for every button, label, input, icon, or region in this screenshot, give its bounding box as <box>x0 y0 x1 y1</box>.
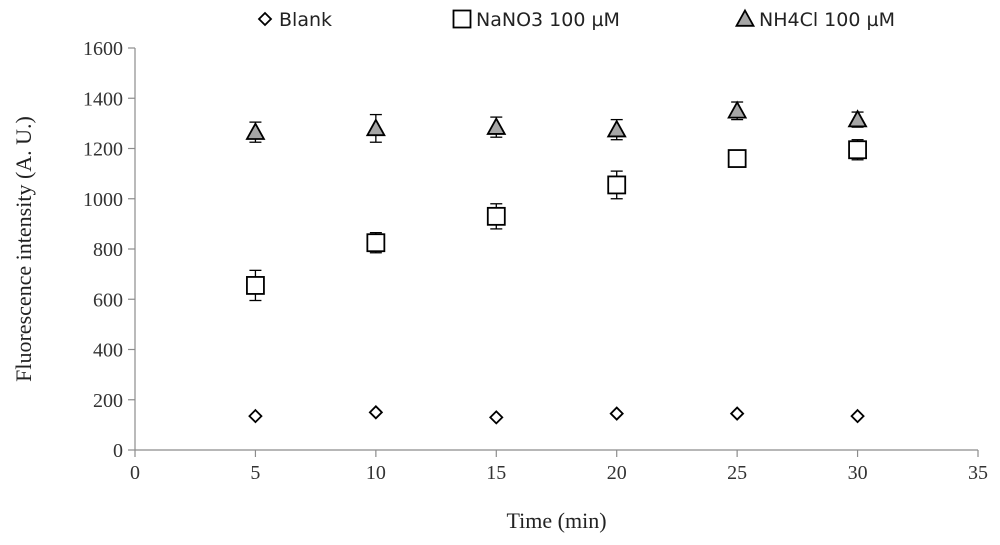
series-1 <box>248 405 865 425</box>
x-tick-label: 20 <box>607 462 627 484</box>
x-tick-label: 35 <box>968 462 988 484</box>
x-tick-label: 0 <box>130 462 140 484</box>
y-tick-label: 600 <box>93 289 123 311</box>
legend-item: NH4Cl 100 µM <box>734 8 895 31</box>
y-tick-label: 1200 <box>83 139 123 161</box>
legend-marker <box>257 11 273 27</box>
data-point <box>248 408 263 424</box>
x-tick-label: 25 <box>727 462 747 484</box>
data-point <box>486 116 507 135</box>
y-ticks: 0 200 400 600 800 1000 1200 1400 1600 <box>83 38 135 462</box>
data-point <box>489 410 504 425</box>
data-point <box>245 121 266 140</box>
data-point <box>847 109 868 128</box>
legend-item: Blank <box>257 9 332 31</box>
x-tick-label: 15 <box>486 462 506 484</box>
data-point <box>606 119 627 138</box>
x-tick-label: 10 <box>366 462 386 484</box>
y-axis-title: Fluorescence intensity (A. U.) <box>11 116 36 382</box>
y-tick-label: 1400 <box>83 88 123 110</box>
y-tick-label: 1000 <box>83 189 123 211</box>
series-3 <box>245 100 868 143</box>
y-tick-label: 400 <box>93 340 123 362</box>
data-point <box>729 406 745 421</box>
x-ticks: 0 5 10 15 20 25 30 35 <box>130 450 988 484</box>
legend-item: NaNO3 100 µM <box>452 9 620 31</box>
plot-area <box>245 100 868 425</box>
data-point <box>727 149 747 168</box>
legend-marker <box>452 9 472 29</box>
x-axis-title: Time (min) <box>506 508 606 533</box>
data-point <box>727 100 748 119</box>
data-point <box>850 408 865 424</box>
y-tick-label: 0 <box>113 440 123 462</box>
data-point <box>366 233 386 253</box>
x-tick-label: 30 <box>848 462 868 484</box>
legend-label: NH4Cl 100 µM <box>759 9 895 31</box>
data-point <box>607 175 627 195</box>
data-point <box>246 276 265 295</box>
y-tick-label: 800 <box>93 239 123 261</box>
data-point <box>609 406 624 421</box>
data-point <box>368 405 384 420</box>
legend: Blank NaNO3 100 µM NH4Cl 100 µM <box>257 8 895 31</box>
y-tick-label: 1600 <box>83 38 123 60</box>
axes: 0 200 400 600 800 1000 1200 1400 1600 0 5 10 15 20 25… <box>83 38 988 484</box>
y-tick-label: 200 <box>93 390 123 412</box>
legend-label: Blank <box>279 9 332 31</box>
legend-marker <box>734 8 756 27</box>
x-tick-label: 5 <box>250 462 260 484</box>
series-2 <box>246 139 867 302</box>
data-point <box>486 206 506 226</box>
data-point <box>848 140 867 160</box>
data-point <box>365 118 386 137</box>
legend-label: NaNO3 100 µM <box>476 9 620 31</box>
